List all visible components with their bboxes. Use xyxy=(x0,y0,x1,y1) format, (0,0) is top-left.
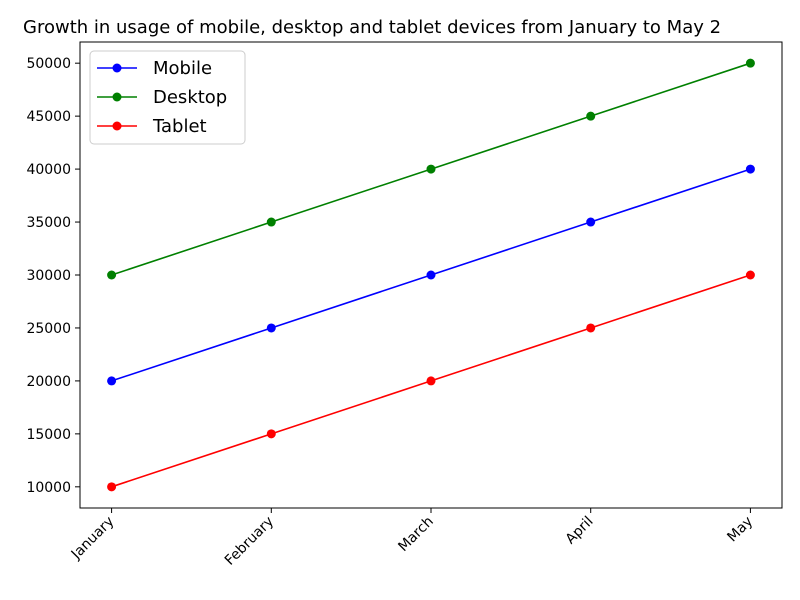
y-tick-label: 45000 xyxy=(26,109,71,125)
y-tick-label: 10000 xyxy=(26,480,71,496)
data-point-desktop xyxy=(745,58,755,68)
legend: Mobile Desktop Tablet xyxy=(89,50,246,145)
data-point-desktop xyxy=(107,270,117,280)
x-tick-label: January xyxy=(68,514,118,564)
data-point-mobile xyxy=(107,376,117,386)
y-tick-label: 20000 xyxy=(26,374,71,390)
y-tick-label: 15000 xyxy=(26,427,71,443)
data-point-tablet xyxy=(266,429,276,439)
legend-label-tablet: Tablet xyxy=(152,116,207,137)
legend-marker-tablet xyxy=(112,121,122,131)
x-tick-label: March xyxy=(395,514,436,555)
plot-area xyxy=(107,58,755,492)
data-point-tablet xyxy=(586,323,596,333)
x-tick-label: May xyxy=(724,514,756,546)
data-point-mobile xyxy=(586,217,596,227)
data-point-tablet xyxy=(426,376,436,386)
legend-box xyxy=(89,50,246,145)
x-tick-label: February xyxy=(222,514,277,569)
legend-marker-desktop xyxy=(112,92,122,102)
y-tick-label: 25000 xyxy=(26,321,71,337)
data-point-desktop xyxy=(266,217,276,227)
data-point-mobile xyxy=(266,323,276,333)
y-tick-label: 30000 xyxy=(26,268,71,284)
y-tick-label: 40000 xyxy=(26,162,71,178)
data-point-desktop xyxy=(426,164,436,174)
legend-label-desktop: Desktop xyxy=(153,87,227,108)
data-point-desktop xyxy=(586,111,596,121)
x-tick-label: April xyxy=(563,514,597,548)
y-tick-label: 50000 xyxy=(26,56,71,72)
data-point-tablet xyxy=(745,270,755,280)
data-point-mobile xyxy=(426,270,436,280)
y-tick-label: 35000 xyxy=(26,215,71,231)
data-point-mobile xyxy=(745,164,755,174)
chart-title: Growth in usage of mobile, desktop and t… xyxy=(23,17,721,38)
legend-label-mobile: Mobile xyxy=(153,58,212,79)
legend-marker-mobile xyxy=(112,63,122,73)
data-point-tablet xyxy=(107,482,117,492)
